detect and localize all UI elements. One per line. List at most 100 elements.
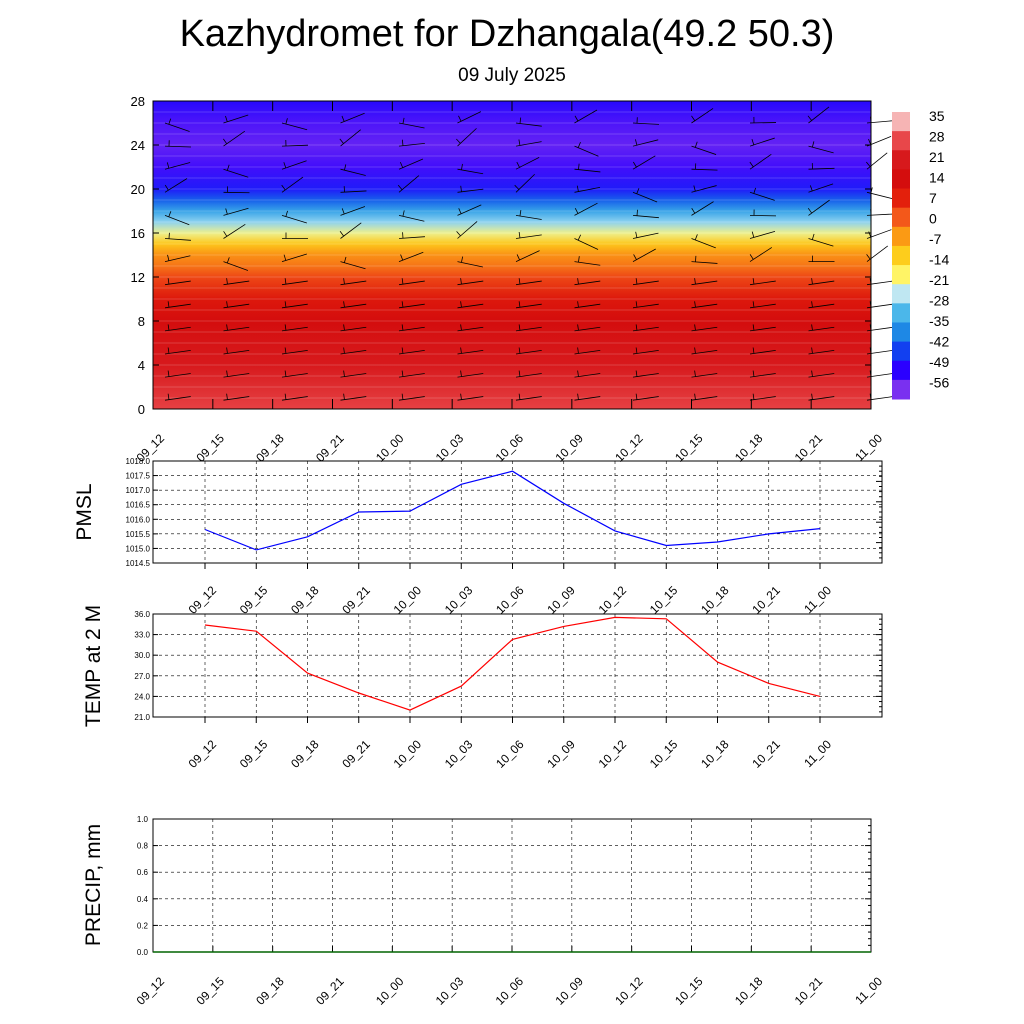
colorbar-swatch <box>892 207 910 228</box>
wind-barb-flag <box>811 370 813 377</box>
precip-y-tick-label: 0.8 <box>137 842 149 851</box>
xsec-x-tick-label: 10_09 <box>552 431 586 465</box>
xsec-y-tick-label: 24 <box>131 138 145 153</box>
wind-barb-flag <box>458 208 462 214</box>
wind-barb-flag <box>635 324 638 331</box>
precip-x-tick-label: 10_06 <box>493 974 527 1008</box>
wind-barb <box>398 396 425 401</box>
wind-barb-flag <box>341 208 345 215</box>
wind-barb-flag <box>339 138 344 144</box>
xsec-y-tick-label: 16 <box>131 226 145 241</box>
temp-at-2-m-x-tick-label: 09_12 <box>186 737 220 771</box>
wind-barb-flag <box>343 324 345 331</box>
wind-barb <box>164 162 191 170</box>
wind-barb-flag <box>811 301 813 308</box>
wind-barb-flag <box>691 115 696 121</box>
wind-barb-flag <box>460 393 462 400</box>
wind-barb <box>281 122 308 131</box>
wind-barb <box>398 349 425 355</box>
colorbar-label: -7 <box>929 231 942 247</box>
precip-x-tick-label: 09_21 <box>313 974 347 1008</box>
wind-barb-flag <box>168 118 172 125</box>
xsec-y-tick-label: 4 <box>138 358 145 373</box>
wind-barb-flag <box>285 210 288 217</box>
temp-at-2-m-x-tick-label: 09_15 <box>237 737 271 771</box>
wind-barb-flag <box>518 278 521 285</box>
wind-barb-flag <box>458 115 462 122</box>
wind-barb <box>340 373 367 378</box>
wind-barb <box>574 202 598 216</box>
wind-barb <box>574 186 601 193</box>
wind-barb-flag <box>868 138 872 145</box>
wind-barb <box>632 139 659 147</box>
xsec-y-tick-label: 8 <box>138 314 145 329</box>
wind-barb <box>457 396 484 401</box>
colorbar-label: 28 <box>929 129 945 145</box>
wind-barb-flag <box>397 184 403 190</box>
pmsl-x-tick-label: 09_15 <box>237 583 271 617</box>
wind-barb <box>164 178 188 193</box>
wind-barb-flag <box>753 187 757 194</box>
pmsl-axis-label: PMSL <box>73 483 96 540</box>
pmsl-x-tick-label: 10_06 <box>493 583 527 617</box>
precip-x-tick-label: 09_15 <box>193 974 227 1008</box>
wind-barb <box>398 158 424 170</box>
colorbar-label: -14 <box>929 252 949 268</box>
temp-at-2-m-x-tick-label: 10_03 <box>442 737 476 771</box>
wind-barb-flag <box>811 233 815 240</box>
wind-barb-flag <box>694 141 698 148</box>
wind-barb-flag <box>225 208 228 215</box>
wind-barb-flag <box>752 393 755 400</box>
precip-x-tick-label: 11_00 <box>852 974 885 1007</box>
wind-barb-flag <box>343 164 347 171</box>
wind-barb <box>164 373 191 378</box>
wind-barb <box>632 248 656 262</box>
colorbar-label: -42 <box>929 334 949 350</box>
temperature-field <box>153 101 871 409</box>
wind-barb <box>691 145 717 155</box>
wind-barb-flag <box>284 278 287 285</box>
wind-barb-flag <box>811 141 815 148</box>
wind-barb-flag <box>577 347 579 354</box>
wind-barb <box>457 261 484 268</box>
wind-barb-flag <box>632 161 637 168</box>
wind-barb-flag <box>635 278 638 285</box>
pmsl-y-tick-label: 1016.0 <box>126 515 151 524</box>
wind-barb-flag <box>284 370 287 377</box>
wind-barb-flag <box>518 347 521 354</box>
pmsl-y-tick-label: 1017.0 <box>126 486 151 495</box>
xsec-x-tick-label: 09_15 <box>193 431 227 465</box>
wind-barb-flag <box>518 301 521 308</box>
wind-barb-flag <box>694 234 698 241</box>
wind-barb-flag <box>636 209 638 216</box>
wind-barb-flag <box>519 210 522 217</box>
colorbar-swatch <box>892 379 910 400</box>
wind-barb <box>457 188 484 193</box>
wind-barb-flag <box>577 141 581 148</box>
precip-x-tick-label: 10_00 <box>373 974 407 1008</box>
wind-barb-flag <box>811 324 813 331</box>
wind-barb <box>398 122 425 129</box>
wind-barb <box>398 215 425 222</box>
wind-barb-flag <box>635 301 638 308</box>
wind-barb-flag <box>691 207 696 214</box>
precip-y-tick-label: 0.6 <box>137 868 149 877</box>
pmsl-x-tick-label: 09_21 <box>339 583 373 617</box>
wind-barb-flag <box>811 278 813 285</box>
wind-barb <box>749 153 772 170</box>
wind-barb-flag <box>518 393 521 400</box>
wind-barb-flag <box>226 324 228 331</box>
wind-barb-flag <box>226 301 228 308</box>
wind-barb-flag <box>399 161 404 168</box>
pmsl-x-tick-label: 10_18 <box>698 583 732 617</box>
wind-barb-flag <box>401 393 404 400</box>
colorbar-swatch <box>892 188 910 209</box>
wind-barb-flag <box>516 254 520 261</box>
precip-x-tick-label: 10_21 <box>792 974 826 1008</box>
wind-barb <box>749 230 776 239</box>
wind-barb-flag <box>226 278 228 285</box>
colorbar-label: 0 <box>929 211 937 227</box>
wind-barb <box>691 108 714 124</box>
colorbar-label: -35 <box>929 313 949 329</box>
chart-title: Kazhydromet for Dzhangala(49.2 50.3) <box>179 13 835 55</box>
